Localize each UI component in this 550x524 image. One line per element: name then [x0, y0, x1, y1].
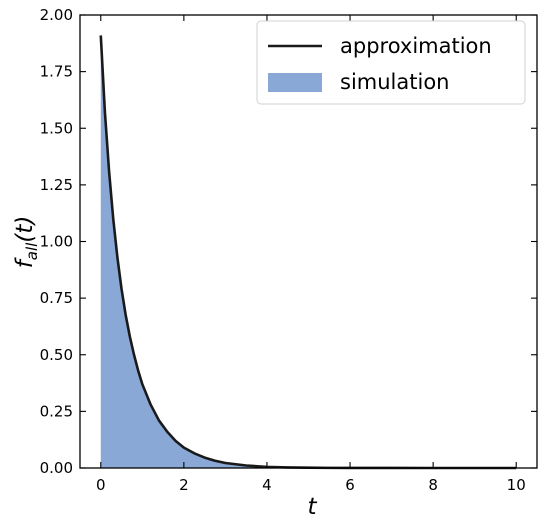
x-tick-label: 2 [179, 476, 189, 494]
y-axis-label-sub: all [23, 242, 41, 260]
y-tick-label: 0.25 [40, 402, 73, 420]
y-axis-label: fall(t) [12, 216, 41, 269]
legend-swatch-simulation [268, 73, 322, 92]
y-tick-label: 0.75 [40, 289, 73, 307]
x-tick-label: 10 [507, 476, 526, 494]
y-tick-label: 0.00 [40, 459, 73, 477]
y-tick-label: 1.50 [40, 119, 73, 137]
y-tick-label: 0.50 [40, 346, 73, 364]
y-tick-label: 1.00 [40, 233, 73, 251]
legend-box [256, 20, 526, 105]
x-axis-label: t [307, 494, 317, 520]
plot-frame [79, 14, 538, 469]
y-tick-label: 1.75 [40, 63, 73, 81]
legend: approximation simulation [256, 20, 526, 105]
y-axis-label-main: f [12, 257, 38, 268]
ticks: 0 2 4 6 8 10 0.00 0.25 0.50 0.75 1.00 1.25 1.50 1.75 2… [40, 6, 537, 494]
legend-label-simulation: simulation [340, 70, 449, 94]
legend-label-approximation: approximation [340, 34, 492, 58]
x-tick-label: 0 [96, 476, 106, 494]
simulation-area [100, 42, 517, 469]
x-tick-label: 4 [262, 476, 272, 494]
x-tick-label: 6 [345, 476, 355, 494]
y-axis-label-rest: (t) [12, 216, 38, 243]
y-tick-label: 2.00 [40, 6, 73, 24]
y-tick-label: 1.25 [40, 176, 73, 194]
x-tick-label: 8 [428, 476, 438, 494]
